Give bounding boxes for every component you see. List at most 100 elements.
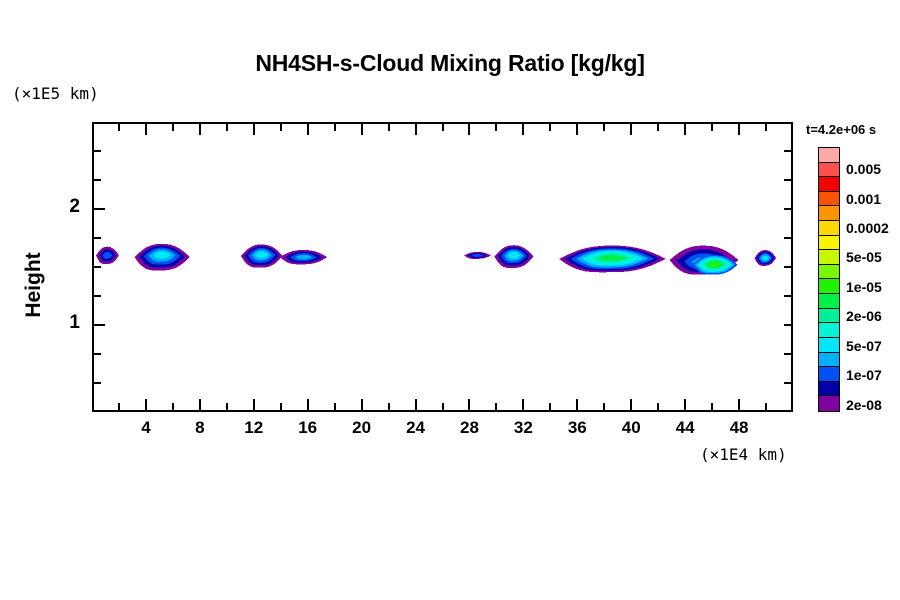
y-tick <box>92 382 101 384</box>
colorbar-label: 1e-05 <box>846 278 882 295</box>
x-tick <box>576 399 579 412</box>
x-tick-label: 4 <box>141 418 151 437</box>
colorbar-label: 2e-08 <box>846 396 882 413</box>
x-tick-top <box>603 122 606 131</box>
contour-layer <box>96 243 777 275</box>
y-tick-right <box>784 208 793 210</box>
x-tick-top <box>765 122 768 131</box>
colorbar-segment <box>819 177 839 192</box>
x-tick-label: 48 <box>729 418 749 437</box>
x-tick <box>414 399 417 412</box>
y-tick <box>92 237 101 239</box>
x-tick-top <box>144 122 147 135</box>
x-tick-top <box>252 122 255 135</box>
colorbar-segment <box>819 396 839 411</box>
contour-band <box>255 251 269 258</box>
colorbar-segment <box>819 235 839 251</box>
y-tick-right <box>784 353 793 355</box>
x-tick-top <box>711 122 714 131</box>
x-tick-top <box>657 122 660 131</box>
x-tick <box>603 403 606 412</box>
y-tick-label: 1 <box>69 312 80 333</box>
colorbar-label: 0.005 <box>846 161 882 178</box>
x-tick <box>711 403 714 412</box>
colorbar-segment <box>819 367 839 382</box>
x-tick-top <box>630 122 633 135</box>
x-tick-top <box>171 122 174 131</box>
colorbar-segment <box>819 162 839 178</box>
x-tick <box>441 403 444 412</box>
y-tick-right <box>784 324 793 326</box>
x-tick-label: 20 <box>352 418 372 437</box>
colorbar-segment <box>819 337 839 353</box>
contour-band <box>708 261 721 267</box>
colorbar <box>818 147 840 412</box>
colorbar-segment <box>819 308 839 324</box>
x-tick-top <box>495 122 498 131</box>
x-tick-label: 32 <box>513 418 533 437</box>
y-tick-right <box>784 150 793 152</box>
x-tick-top <box>684 122 687 135</box>
x-tick-label: 40 <box>621 418 641 437</box>
x-tick-label: 12 <box>244 418 264 437</box>
x-tick <box>171 403 174 412</box>
y-tick-right <box>784 382 793 384</box>
colorbar-segment <box>819 148 839 163</box>
y-tick-right <box>784 295 793 297</box>
time-annotation: t=4.2e+06 s <box>806 122 877 137</box>
y-tick <box>92 150 101 152</box>
y-tick <box>92 208 105 210</box>
colorbar-label: 0.001 <box>846 190 882 207</box>
x-tick <box>306 399 309 412</box>
x-tick-top <box>117 122 120 131</box>
y-tick <box>92 353 101 355</box>
x-tick-label: 28 <box>459 418 479 437</box>
x-tick <box>630 399 633 412</box>
x-tick-top <box>414 122 417 135</box>
x-tick <box>117 403 120 412</box>
y-unit-caption: (×1E5 km) <box>12 84 99 103</box>
x-tick-top <box>279 122 282 131</box>
x-tick <box>657 403 660 412</box>
colorbar-segment <box>819 352 839 368</box>
y-tick <box>92 324 105 326</box>
colorbar-segment <box>819 323 839 338</box>
x-tick <box>684 399 687 412</box>
x-tick-top <box>468 122 471 135</box>
x-tick-top <box>387 122 390 131</box>
x-tick <box>387 403 390 412</box>
x-tick-top <box>198 122 201 135</box>
contour-band <box>153 251 171 259</box>
x-tick <box>522 399 525 412</box>
x-tick-top <box>549 122 552 131</box>
colorbar-segment <box>819 294 839 309</box>
colorbar-label: 5e-07 <box>846 337 882 354</box>
colorbar-segment <box>819 264 839 280</box>
x-tick <box>360 399 363 412</box>
x-tick-top <box>360 122 363 135</box>
colorbar-segment <box>819 221 839 236</box>
x-tick <box>549 403 552 412</box>
colorbar-label: 0.0002 <box>846 219 889 236</box>
contour-band <box>761 255 769 261</box>
colorbar-segment <box>819 279 839 295</box>
x-tick-top <box>522 122 525 135</box>
x-tick-label: 44 <box>675 418 695 437</box>
x-tick <box>252 399 255 412</box>
x-tick-top <box>225 122 228 131</box>
y-tick-right <box>784 179 793 181</box>
x-tick-top <box>333 122 336 131</box>
x-tick <box>468 399 471 412</box>
x-tick <box>495 403 498 412</box>
y-tick-label: 2 <box>69 196 80 217</box>
colorbar-segment <box>819 250 839 265</box>
x-tick-top <box>738 122 741 135</box>
colorbar-segment <box>819 381 839 397</box>
x-tick <box>279 403 282 412</box>
contour-band <box>507 252 521 259</box>
x-tick <box>333 403 336 412</box>
x-tick <box>738 399 741 412</box>
contour-band <box>295 254 313 260</box>
y-tick <box>92 266 101 268</box>
